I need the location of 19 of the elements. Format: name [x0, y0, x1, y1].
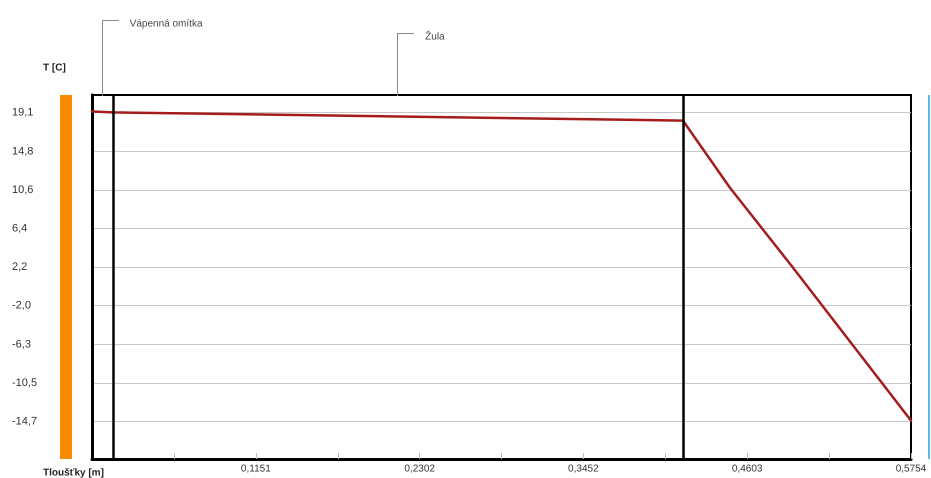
y-tick-label: -6,3 — [12, 338, 31, 351]
y-tick-label: 14,8 — [12, 146, 34, 158]
y-tick-label: 10,6 — [12, 184, 34, 196]
y-tick-label: 2,2 — [12, 260, 28, 273]
x-axis-title: Tloušťky [m] — [43, 468, 104, 478]
x-tick-label: 0,5754 — [896, 464, 927, 474]
y-tick-label: -14,7 — [12, 416, 38, 428]
x-tick-label: 0,2302 — [404, 464, 436, 474]
y-tick-label: -10,5 — [12, 377, 38, 390]
y-tick-label: -2,0 — [12, 299, 31, 312]
x-tick-label: 0,1151 — [240, 464, 272, 474]
y-tick-label: 19,1 — [12, 106, 34, 118]
x-tick-label: 0,4603 — [732, 464, 763, 474]
line-series — [90, 110, 912, 422]
text: Žula — [425, 30, 446, 42]
y-tick-label: 6,4 — [12, 222, 28, 235]
text: Vápenná omítka — [130, 18, 203, 30]
y-axis-title: T [C] — [43, 62, 66, 74]
x-tick-label: 0,3452 — [568, 464, 600, 474]
